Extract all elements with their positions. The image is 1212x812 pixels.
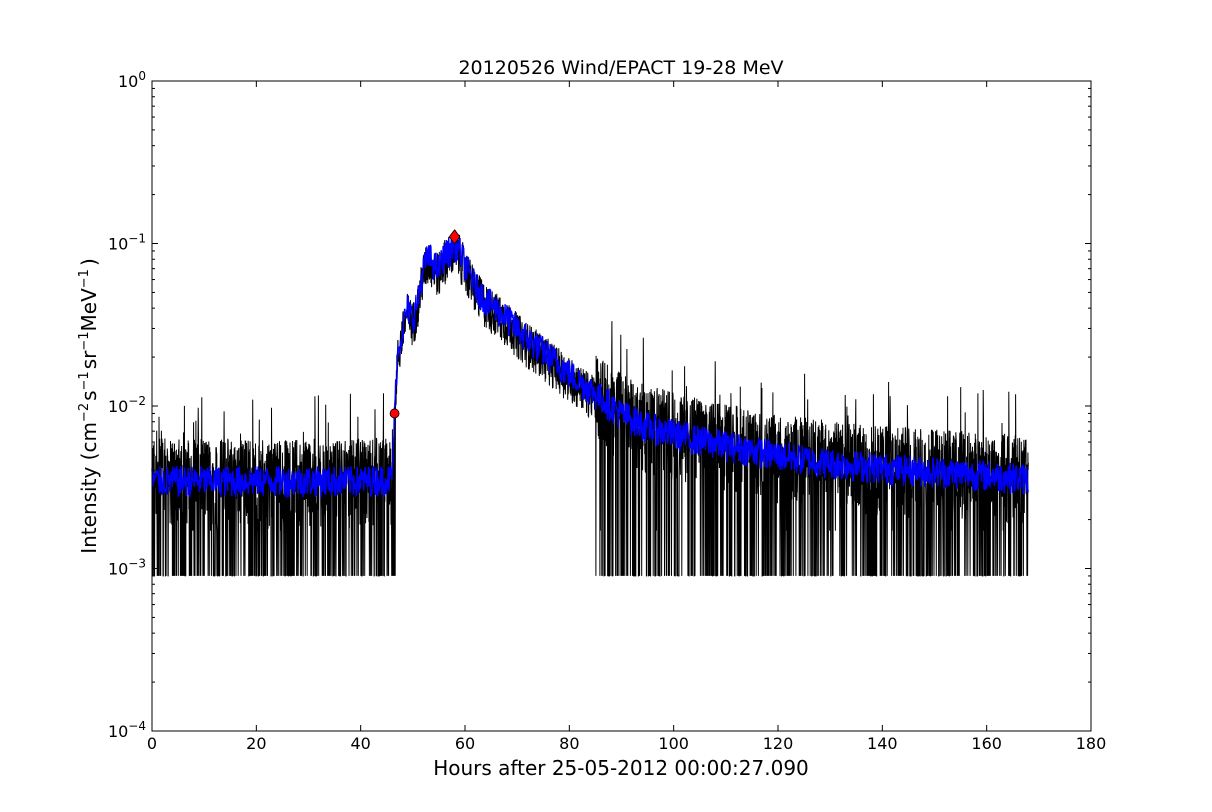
y-tick-label: 100 <box>118 69 146 91</box>
x-tick-label: 40 <box>350 734 370 753</box>
y-tick-label: 10−2 <box>108 394 146 416</box>
x-tick-label: 160 <box>971 734 1002 753</box>
x-tick-label: 60 <box>455 734 475 753</box>
x-tick-label: 0 <box>147 734 157 753</box>
chart-title: 20120526 Wind/EPACT 19-28 MeV <box>458 57 783 79</box>
series-line-raw <box>151 229 1029 577</box>
y-axis: 10−4 10−3 10−2 10−1 100 <box>108 69 1091 741</box>
y-tick-label: 10−1 <box>108 232 146 254</box>
x-tick-label: 120 <box>763 734 794 753</box>
series-layer <box>151 229 1029 577</box>
x-tick-label: 140 <box>867 734 898 753</box>
x-tick-label: 100 <box>658 734 689 753</box>
x-axis-label: Hours after 25-05-2012 00:00:27.090 <box>433 756 809 780</box>
y-tick-label: 10−3 <box>108 557 146 579</box>
marker-peak <box>448 229 461 245</box>
x-tick-label: 20 <box>246 734 266 753</box>
y-axis-label: Intensity (cm−2s−1sr−1MeV−1) <box>77 258 101 554</box>
marker-onset <box>389 408 400 419</box>
y-tick-label: 10−4 <box>108 719 146 741</box>
x-tick-label: 80 <box>559 734 579 753</box>
x-tick-label: 180 <box>1076 734 1107 753</box>
x-axis: 0 20 40 60 80 100 120 140 160 180 <box>147 81 1106 753</box>
series-line-smoothed <box>151 231 1029 499</box>
marker-layer <box>389 229 461 419</box>
